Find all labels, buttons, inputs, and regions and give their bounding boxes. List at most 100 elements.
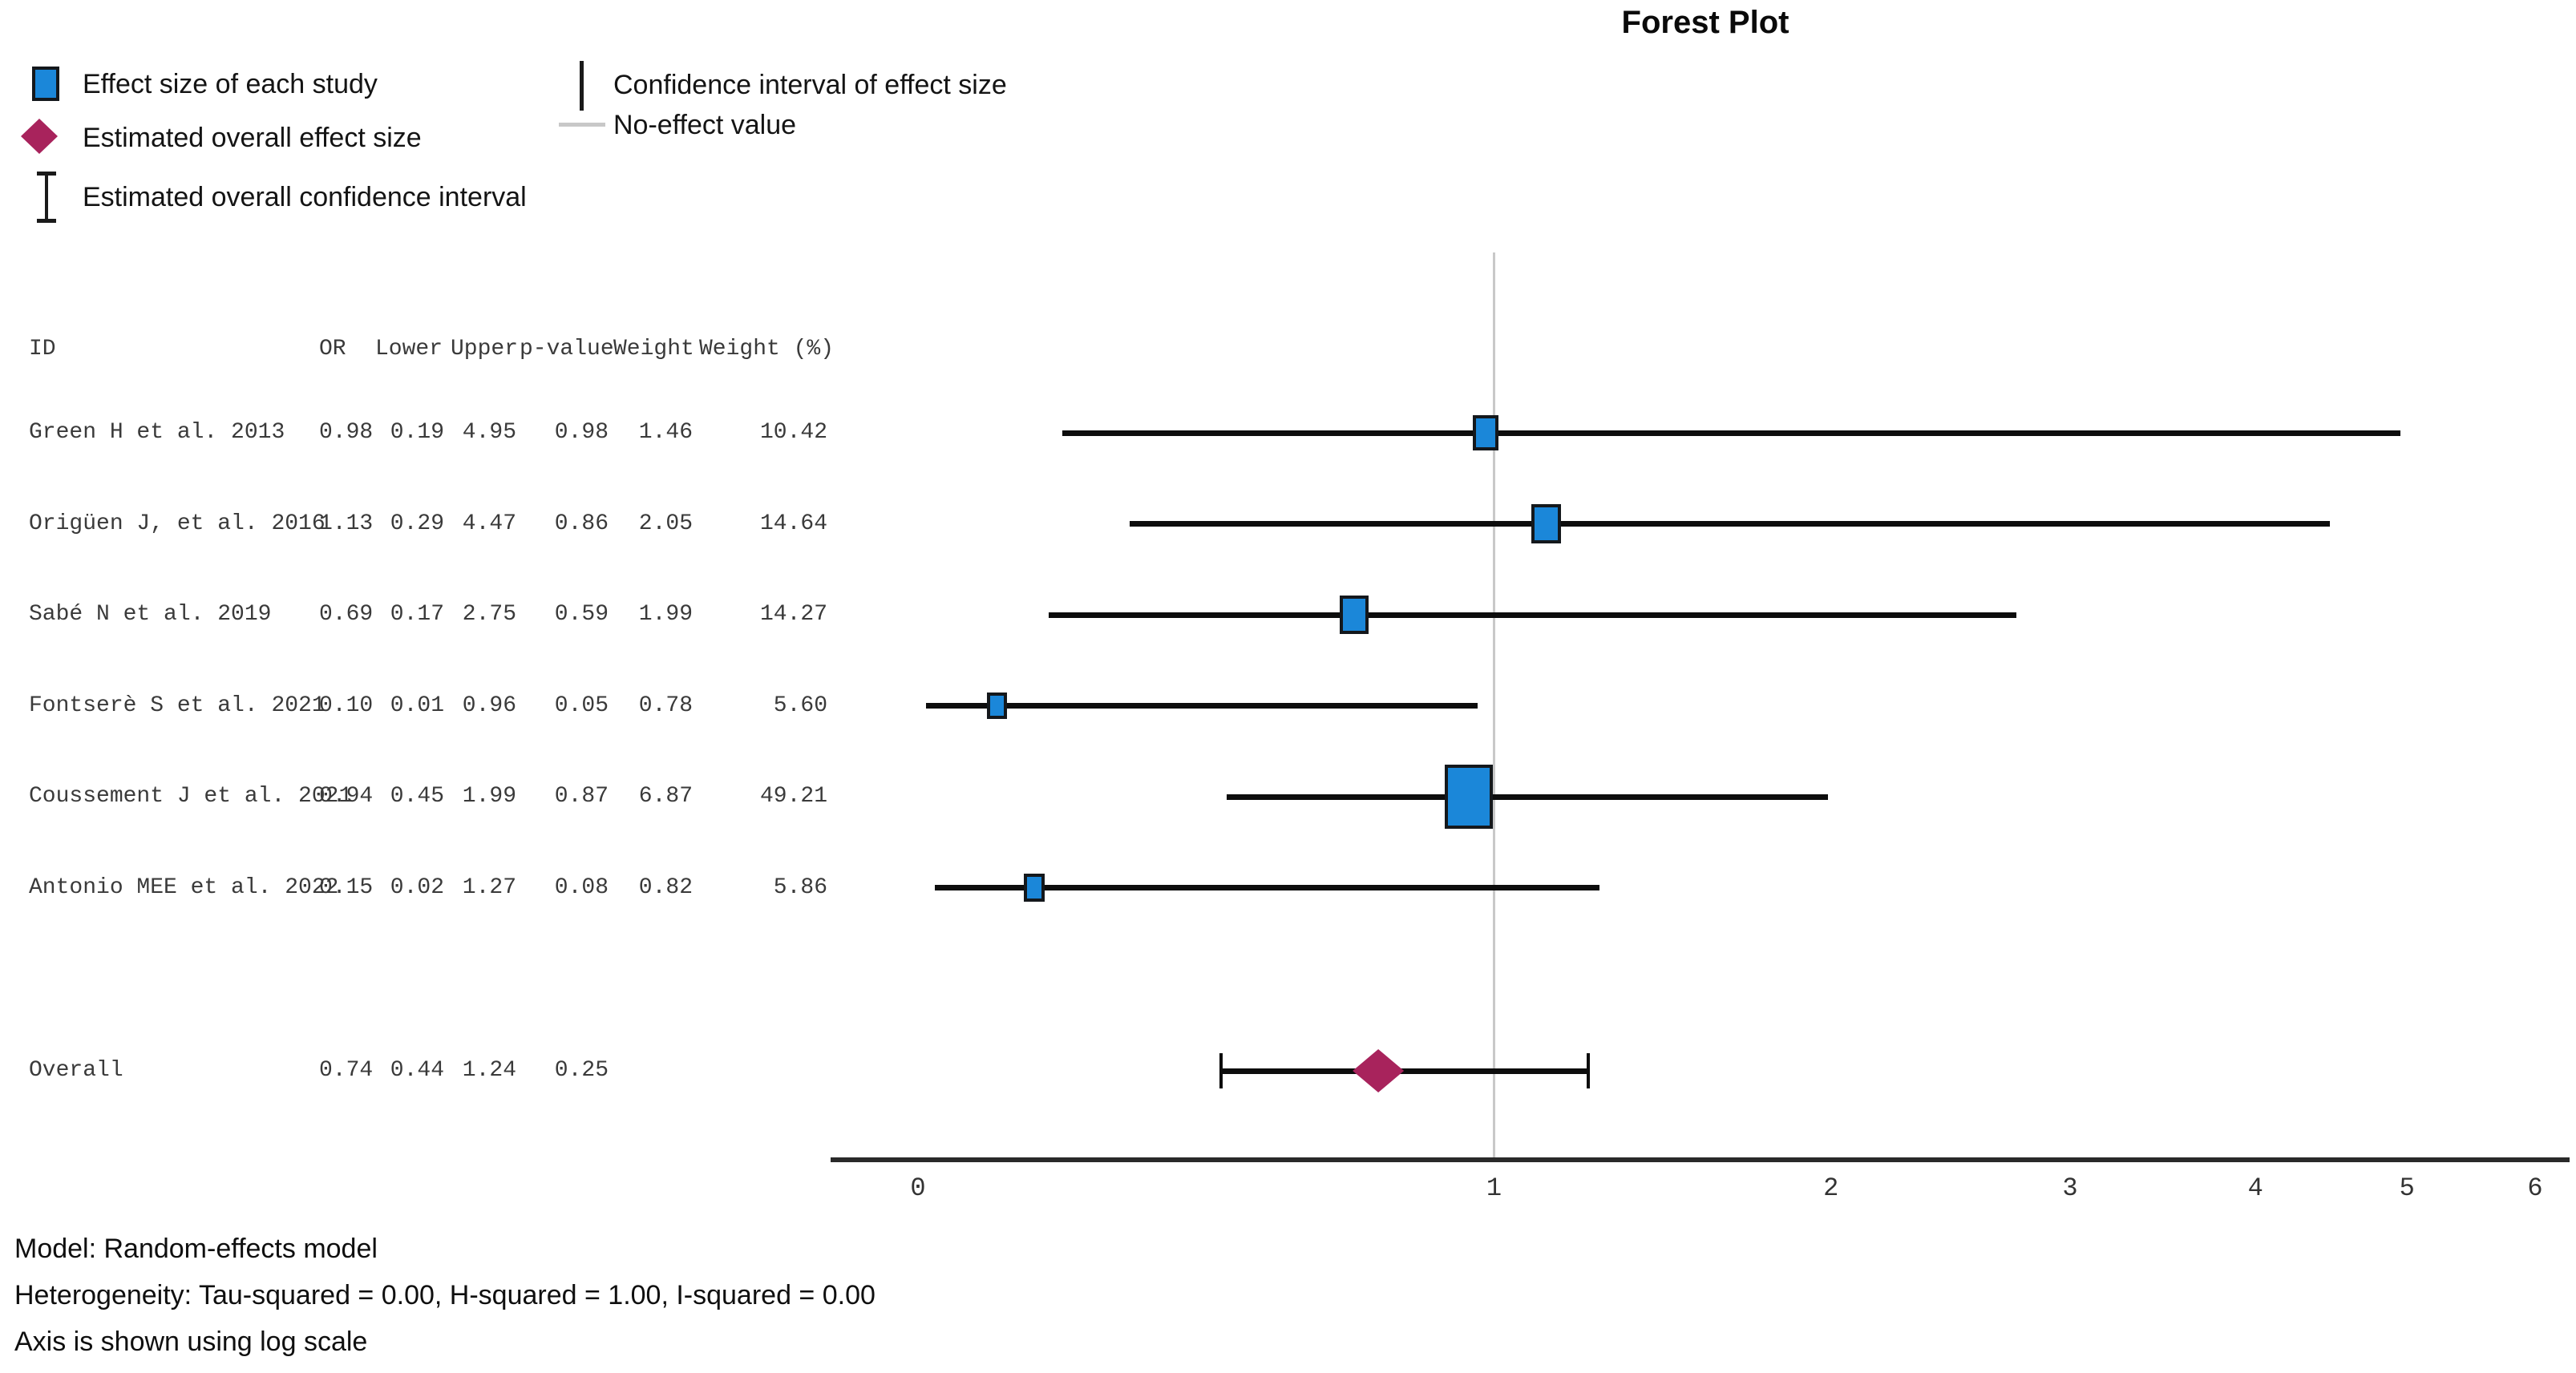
overall-row-lower: 0.44 — [390, 1058, 444, 1083]
legend-label-no-effect: No-effect value — [613, 110, 797, 140]
table-row-lower: 0.01 — [390, 693, 444, 718]
table-row: Coussement J et al. 2021 0.94 0.45 1.99 0.87… — [0, 781, 882, 813]
overall-row-upper: 1.24 — [462, 1058, 516, 1083]
table-row-lower: 0.29 — [390, 511, 444, 536]
table-row-w: 1.46 — [638, 420, 693, 445]
table-row-id: Green H et al. 2013 — [29, 420, 285, 445]
table-row-p: 0.05 — [554, 693, 609, 718]
table-row-upper: 0.96 — [462, 693, 516, 718]
overall-row-p: 0.25 — [554, 1058, 609, 1083]
x-axis-line — [831, 1157, 2570, 1162]
legend-label-overall-effect: Estimated overall effect size — [83, 123, 422, 153]
effect-size-marker — [987, 692, 1008, 720]
no-effect-line-icon — [559, 123, 605, 127]
x-tick-label: 2 — [1823, 1173, 1839, 1203]
table-row-p: 0.98 — [554, 420, 609, 445]
table-row-upper: 4.47 — [462, 511, 516, 536]
table-header-wp: Weight (%) — [699, 337, 835, 361]
table-row-id: Antonio MEE et al. 2022 — [29, 874, 339, 900]
effect-size-marker — [1339, 595, 1369, 635]
table-row-wp: 5.60 — [773, 693, 827, 718]
table-row: Green H et al. 2013 0.98 0.19 4.95 0.98 1.46 1… — [0, 417, 882, 449]
overall-ci-cap-right — [1586, 1053, 1590, 1088]
table-header-id: ID — [29, 337, 56, 361]
table-row-or: 0.15 — [319, 874, 374, 900]
table-row-p: 0.08 — [554, 874, 609, 900]
table-row-lower: 0.02 — [390, 874, 444, 900]
ci-line-icon — [580, 61, 584, 111]
no-effect-line — [1492, 252, 1495, 1160]
table-row-upper: 1.27 — [462, 874, 516, 900]
overall-row: Overall 0.74 0.44 1.24 0.25 — [0, 1055, 882, 1087]
table-row-id: Origüen J, et al. 2016 — [29, 511, 326, 536]
table-header-w: Weight — [613, 337, 694, 361]
x-tick-label: 0 — [910, 1173, 926, 1203]
table-row-wp: 49.21 — [759, 784, 827, 809]
overall-ci-cap-left — [1219, 1053, 1223, 1088]
ci-line-study — [1227, 794, 1829, 800]
table-row-or: 0.69 — [319, 602, 374, 627]
table-row-lower: 0.17 — [390, 602, 444, 627]
table-row-id: Coussement J et al. 2021 — [29, 784, 353, 809]
table-row: Sabé N et al. 2019 0.69 0.17 2.75 0.59 1.99 14… — [0, 599, 882, 631]
overall-row-id: Overall — [29, 1058, 123, 1083]
effect-size-marker — [1473, 415, 1499, 450]
table-row-upper: 4.95 — [462, 420, 516, 445]
table-row-wp: 14.27 — [759, 602, 827, 627]
overall-row-or: 0.74 — [319, 1058, 374, 1083]
table-row-wp: 14.64 — [759, 511, 827, 536]
legend-label-ci: Confidence interval of effect size — [613, 70, 1007, 100]
ci-line-study — [1048, 612, 2017, 618]
table-row-p: 0.59 — [554, 602, 609, 627]
table-row-w: 2.05 — [638, 511, 693, 536]
x-tick-label: 1 — [1486, 1173, 1502, 1203]
ci-line-study — [1129, 521, 2331, 527]
table-header: ID OR Lower Upper p-value Weight Weight (%) — [0, 333, 882, 365]
table-header-p: p-value — [520, 337, 614, 361]
x-tick-label: 5 — [2399, 1173, 2415, 1203]
table-row-or: 0.98 — [319, 420, 374, 445]
table-row: Origüen J, et al. 2016 1.13 0.29 4.47 0.86 2.… — [0, 508, 882, 540]
ci-line-study — [1062, 430, 2400, 436]
legend-label-effect-size: Effect size of each study — [83, 69, 378, 99]
overall-effect-diamond — [1353, 1049, 1405, 1092]
table-row-wp: 5.86 — [773, 874, 827, 900]
overall-ci-line — [1220, 1068, 1588, 1074]
legend-label-overall-ci: Estimated overall confidence interval — [83, 182, 527, 212]
x-tick-label: 4 — [2247, 1173, 2263, 1203]
effect-size-marker — [1024, 874, 1045, 902]
x-tick-label: 3 — [2062, 1173, 2078, 1203]
table-row-w: 0.82 — [638, 874, 693, 900]
table-row-upper: 1.99 — [462, 784, 516, 809]
table-row: Antonio MEE et al. 2022 0.15 0.02 1.27 0.08 0… — [0, 872, 882, 904]
table-row-p: 0.87 — [554, 784, 609, 809]
table-row-or: 0.10 — [319, 693, 374, 718]
table-row-w: 1.99 — [638, 602, 693, 627]
table-row-lower: 0.19 — [390, 420, 444, 445]
table-row-lower: 0.45 — [390, 784, 444, 809]
table-row-wp: 10.42 — [759, 420, 827, 445]
chart-title: Forest Plot — [1621, 5, 1789, 40]
footer-heterogeneity: Heterogeneity: Tau-squared = 0.00, H-squ… — [14, 1280, 876, 1310]
table-row-id: Sabé N et al. 2019 — [29, 602, 272, 627]
effect-size-square-icon — [32, 67, 59, 101]
table-row-or: 0.94 — [319, 784, 374, 809]
table-row-w: 0.78 — [638, 693, 693, 718]
effect-size-marker — [1531, 503, 1562, 544]
table-header-lower: Lower — [375, 337, 443, 361]
footer-model: Model: Random-effects model — [14, 1234, 378, 1264]
table-row-w: 6.87 — [638, 784, 693, 809]
table-row: Fontserè S et al. 2021 0.10 0.01 0.96 0.05 0.… — [0, 690, 882, 722]
table-header-or: OR — [319, 337, 346, 361]
table-row-p: 0.86 — [554, 511, 609, 536]
table-row-id: Fontserè S et al. 2021 — [29, 693, 326, 718]
x-tick-label: 6 — [2527, 1173, 2543, 1203]
table-row-upper: 2.75 — [462, 602, 516, 627]
footer-axis-note: Axis is shown using log scale — [14, 1327, 368, 1357]
effect-size-marker — [1445, 764, 1493, 830]
overall-effect-diamond-icon — [21, 119, 58, 154]
overall-ci-ibeam-icon — [37, 172, 56, 223]
table-header-upper: Upper — [451, 337, 519, 361]
ci-line-study — [934, 885, 1599, 890]
